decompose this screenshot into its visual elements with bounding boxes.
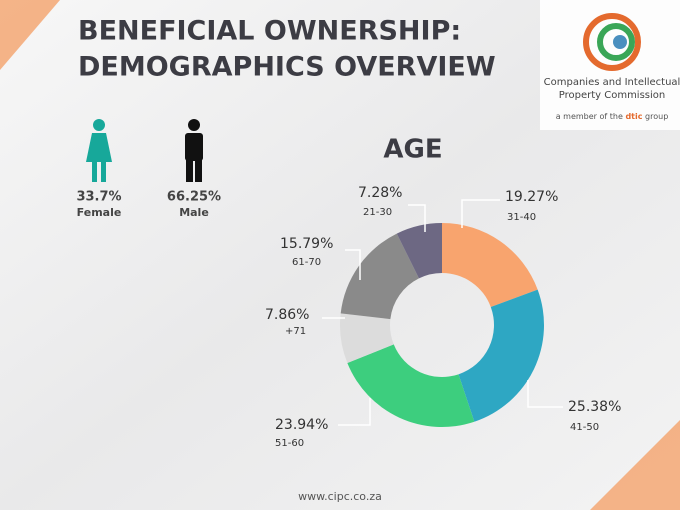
value-label: 7.28% xyxy=(358,185,402,201)
title: DEMOGRAPHICS OVERVIEW xyxy=(78,52,496,83)
gender-percent: 66.25% xyxy=(167,190,221,205)
leader-line xyxy=(527,380,563,408)
category-label: 41-50 xyxy=(570,422,599,433)
gender-label: Male xyxy=(179,206,209,219)
pie-slice xyxy=(347,344,475,427)
leader-line xyxy=(338,398,371,426)
female-icon xyxy=(86,119,112,182)
tagline-brand: dtic xyxy=(625,112,642,121)
pie-slice xyxy=(340,313,394,364)
male-icon xyxy=(185,119,203,182)
tagline-end: group xyxy=(645,112,668,121)
value-label: 7.86% xyxy=(265,307,309,323)
value-label: 19.27% xyxy=(505,189,558,205)
logo-tagline: a member of the dtic group xyxy=(556,112,669,121)
pie-slice xyxy=(458,289,544,422)
donut-chart: 19.27% 31-40 25.38% 41-50 23.94% 51-60 7.86% +7… xyxy=(265,185,621,449)
gender-label: Female xyxy=(77,206,122,219)
chart-title: AGE xyxy=(383,135,442,165)
leader-line xyxy=(345,249,361,280)
pie-slice xyxy=(442,223,538,307)
logo-name: Property Commission xyxy=(559,90,666,101)
value-label: 15.79% xyxy=(280,236,333,252)
corner-accent xyxy=(0,0,60,70)
footer-url: www.cipc.co.za xyxy=(298,490,382,503)
pie-slice xyxy=(340,233,419,320)
leader-line xyxy=(461,199,500,228)
logo-mark xyxy=(583,13,641,71)
gender-percent: 33.7% xyxy=(76,190,121,205)
tagline-start: a member of the xyxy=(556,112,623,121)
category-label: 31-40 xyxy=(507,212,536,223)
category-label: +71 xyxy=(285,326,306,337)
logo-name: Companies and Intellectual xyxy=(544,77,680,88)
value-label: 25.38% xyxy=(568,399,621,415)
value-label: 23.94% xyxy=(275,417,328,433)
category-label: 21-30 xyxy=(363,207,392,218)
corner-accent xyxy=(590,420,680,510)
leader-line xyxy=(408,204,426,232)
category-label: 51-60 xyxy=(275,438,304,449)
pie-slice xyxy=(396,223,442,279)
category-label: 61-70 xyxy=(292,257,321,268)
title: BENEFICIAL OWNERSHIP: xyxy=(78,16,461,47)
